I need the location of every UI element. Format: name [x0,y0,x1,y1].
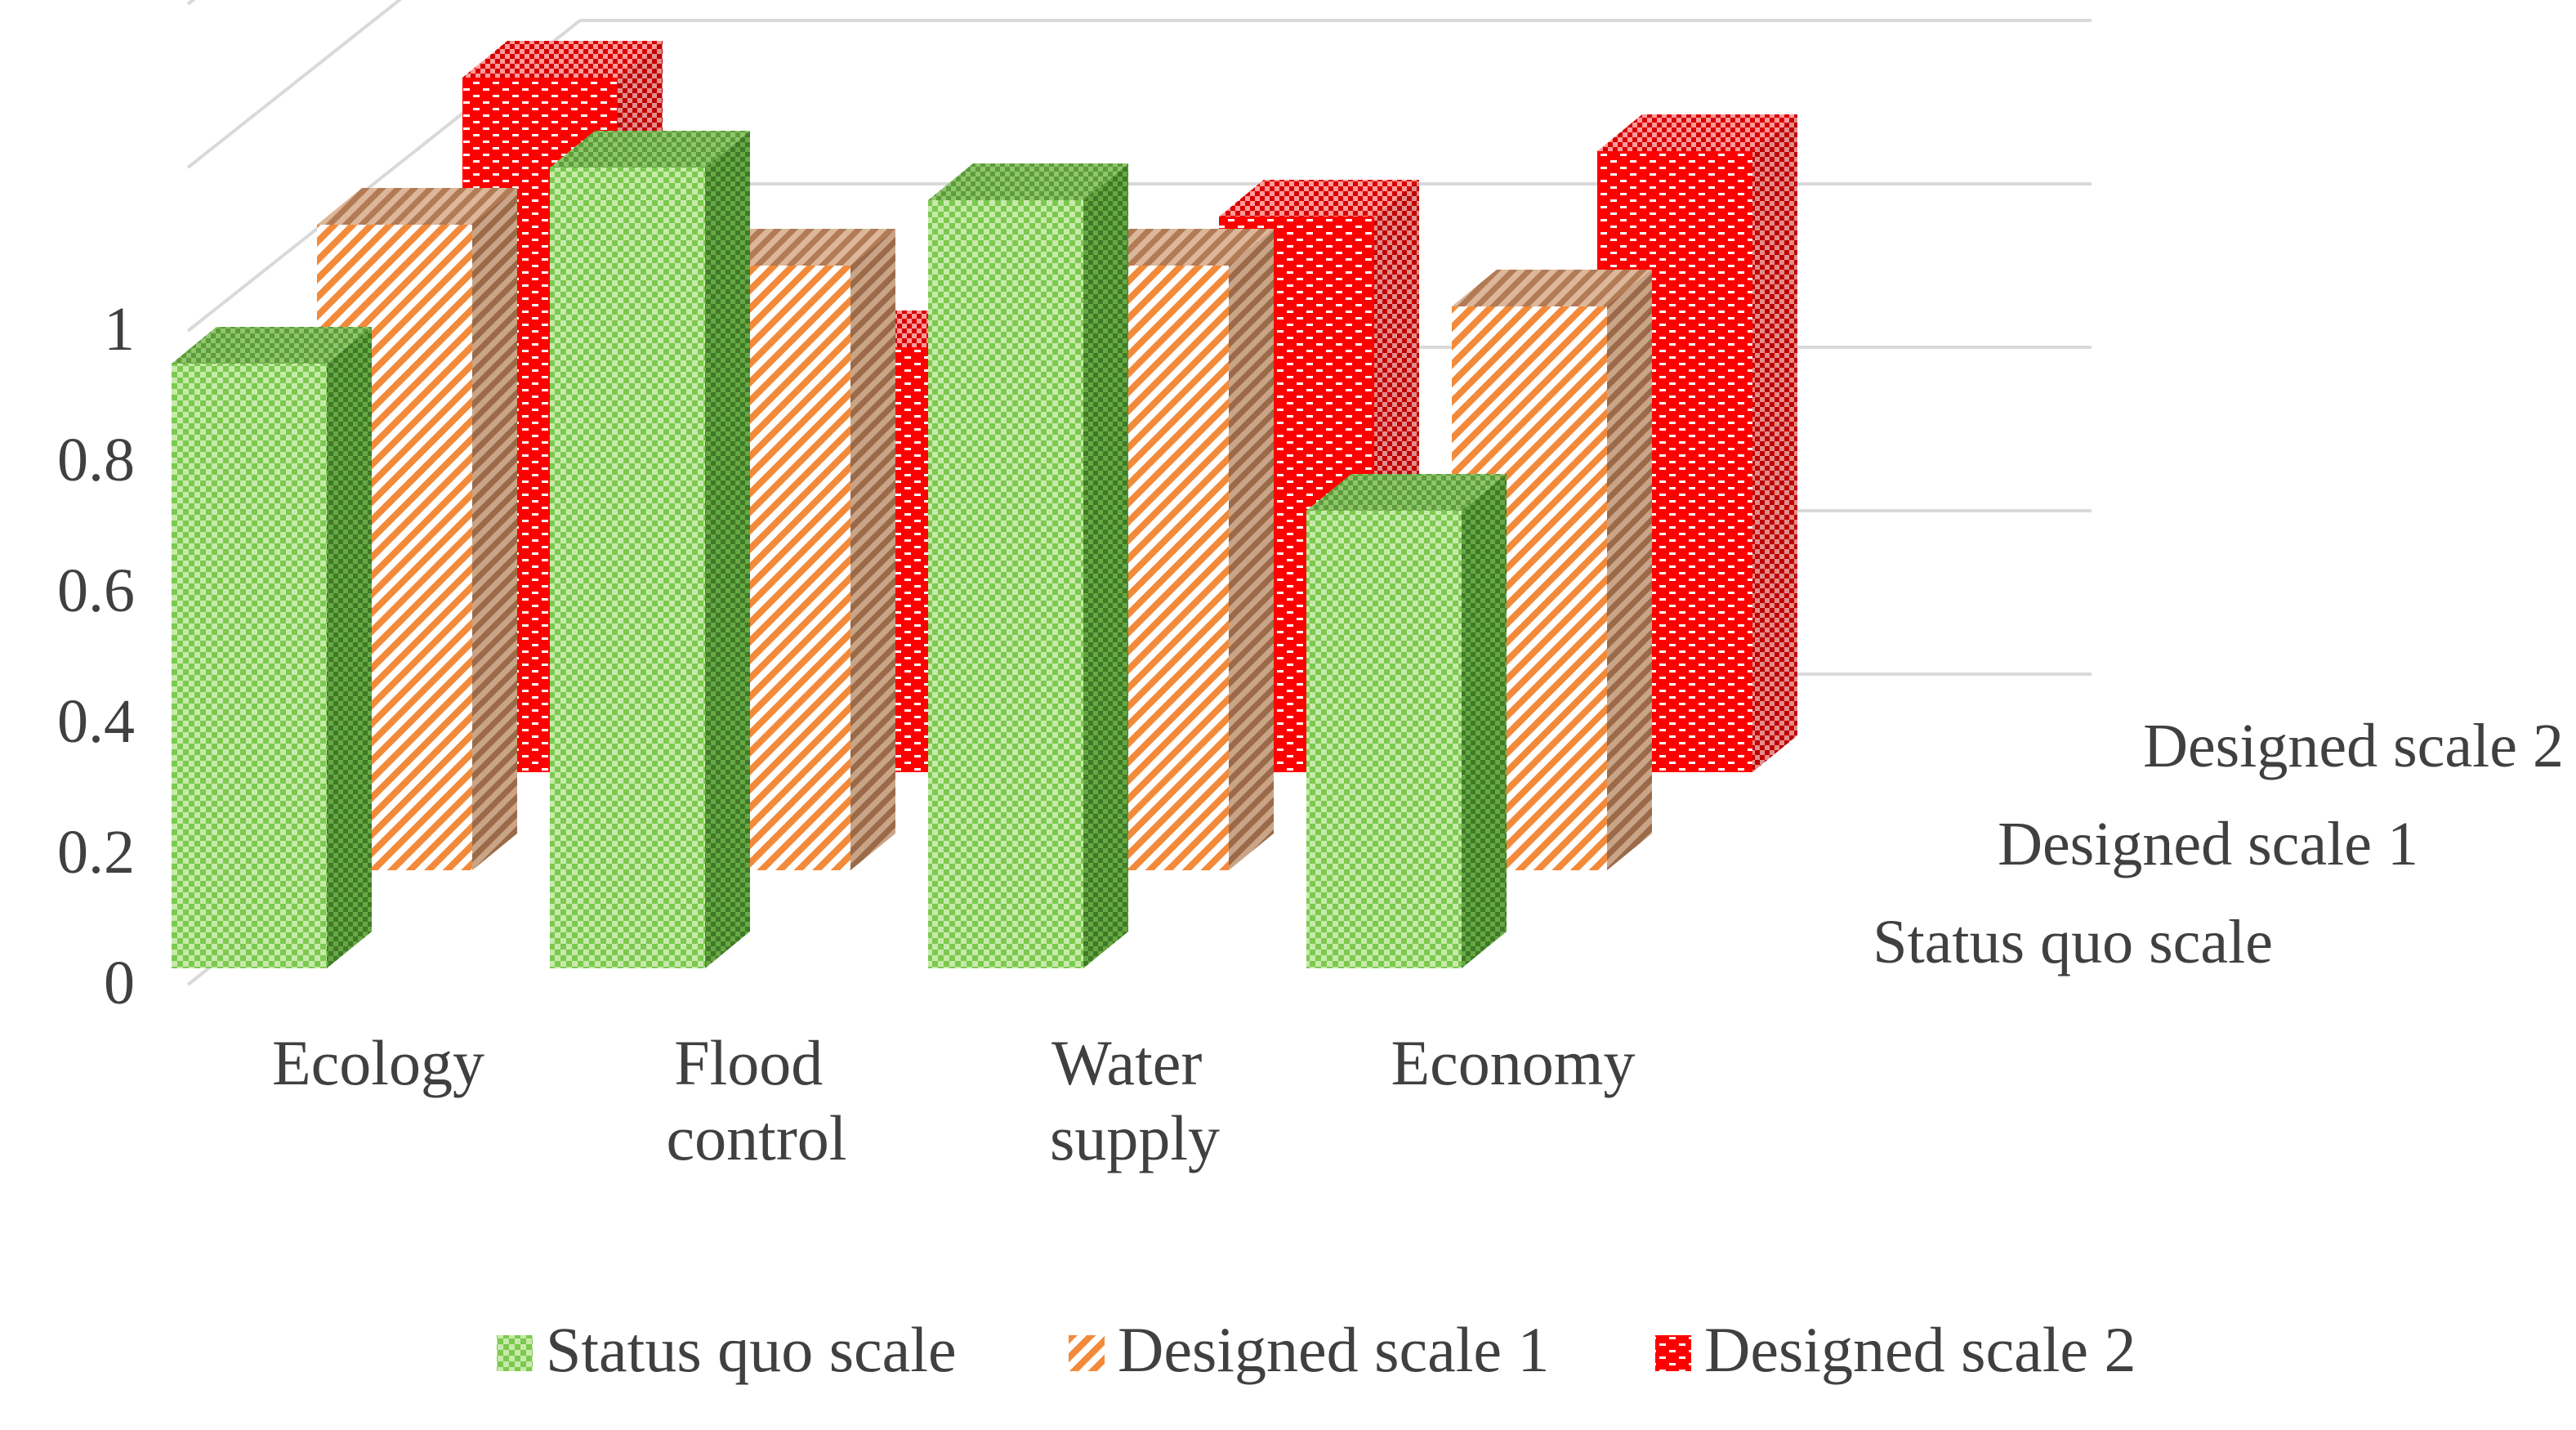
category-label-line: Flood [674,1027,823,1098]
bar-top [1452,270,1652,306]
bar-side [1229,229,1274,870]
category-label-line: Water [1051,1027,1202,1098]
y-tick-label: 0.4 [57,687,135,756]
depth-label-designed-scale-1: Designed scale 1 [1998,810,2418,878]
y-tick-label: 0.6 [57,556,135,625]
bar-top [1219,180,1419,217]
bar-top [550,131,750,168]
bar-side [472,188,517,870]
bars [172,41,1797,968]
bar-front [1306,511,1462,968]
series-depth-labels: Designed scale 2 Designed scale 1 Status… [1873,712,2564,976]
gridline-side [186,0,196,6]
bar-top [1597,114,1797,151]
bar-status-quo-scale-water-supply [928,163,1128,968]
bar-front [550,168,705,968]
category-label-line: supply [1050,1102,1220,1173]
legend-swatch-designed-scale-1 [1069,1335,1105,1371]
bar-top [462,41,663,78]
depth-label-designed-scale-2: Designed scale 2 [2143,712,2564,780]
bar-top [1306,474,1507,511]
legend-swatch-status-quo-scale [497,1335,533,1371]
y-tick-label: 0.8 [57,426,135,494]
category-label-flood-control: Flood control [667,1027,847,1173]
y-tick-label: 0.2 [57,818,135,887]
bar-side [1752,114,1797,772]
category-label-ecology: Ecology [272,1027,484,1098]
y-tick-label: 1 [104,295,135,364]
bar-side [1607,270,1652,870]
bar-side [327,327,372,968]
legend-label-designed-scale-2: Designed scale 2 [1704,1314,2136,1385]
bar-status-quo-scale-economy [1306,474,1507,968]
bar-status-quo-scale-ecology [172,327,372,968]
legend-label-status-quo-scale: Status quo scale [546,1314,957,1385]
category-label-line: Economy [1391,1027,1636,1098]
bar-top [317,188,517,225]
bar-front [172,364,327,968]
legend-item-designed-scale-1: Designed scale 1 [1069,1314,1549,1385]
bar-side [850,229,895,870]
gridline-side [186,0,403,169]
legend-item-designed-scale-2: Designed scale 2 [1655,1314,2136,1385]
legend-swatch-designed-scale-2 [1655,1335,1691,1371]
bar-top [172,327,372,364]
depth-label-status-quo-scale: Status quo scale [1873,908,2273,976]
legend: Status quo scale Designed scale 1 Design… [497,1314,2136,1385]
y-tick-label: 0 [104,949,135,1017]
category-label-line: control [667,1102,847,1173]
legend-item-status-quo-scale: Status quo scale [497,1314,957,1385]
category-label-water-supply: Water supply [1050,1027,1220,1173]
bar-side [1462,474,1507,968]
bar-top [928,163,1128,200]
y-axis-ticks: 0 0.2 0.4 0.6 0.8 1 [57,295,135,1017]
category-labels: Ecology Flood control Water supply Econo… [272,1027,1635,1173]
bar-front [928,200,1083,968]
bar-side [1083,163,1128,968]
bar-status-quo-scale-flood-control [550,131,750,968]
category-label-economy: Economy [1391,1027,1636,1098]
category-label-line: Ecology [272,1027,484,1098]
legend-label-designed-scale-1: Designed scale 1 [1118,1314,1549,1385]
bar-side [705,131,750,968]
